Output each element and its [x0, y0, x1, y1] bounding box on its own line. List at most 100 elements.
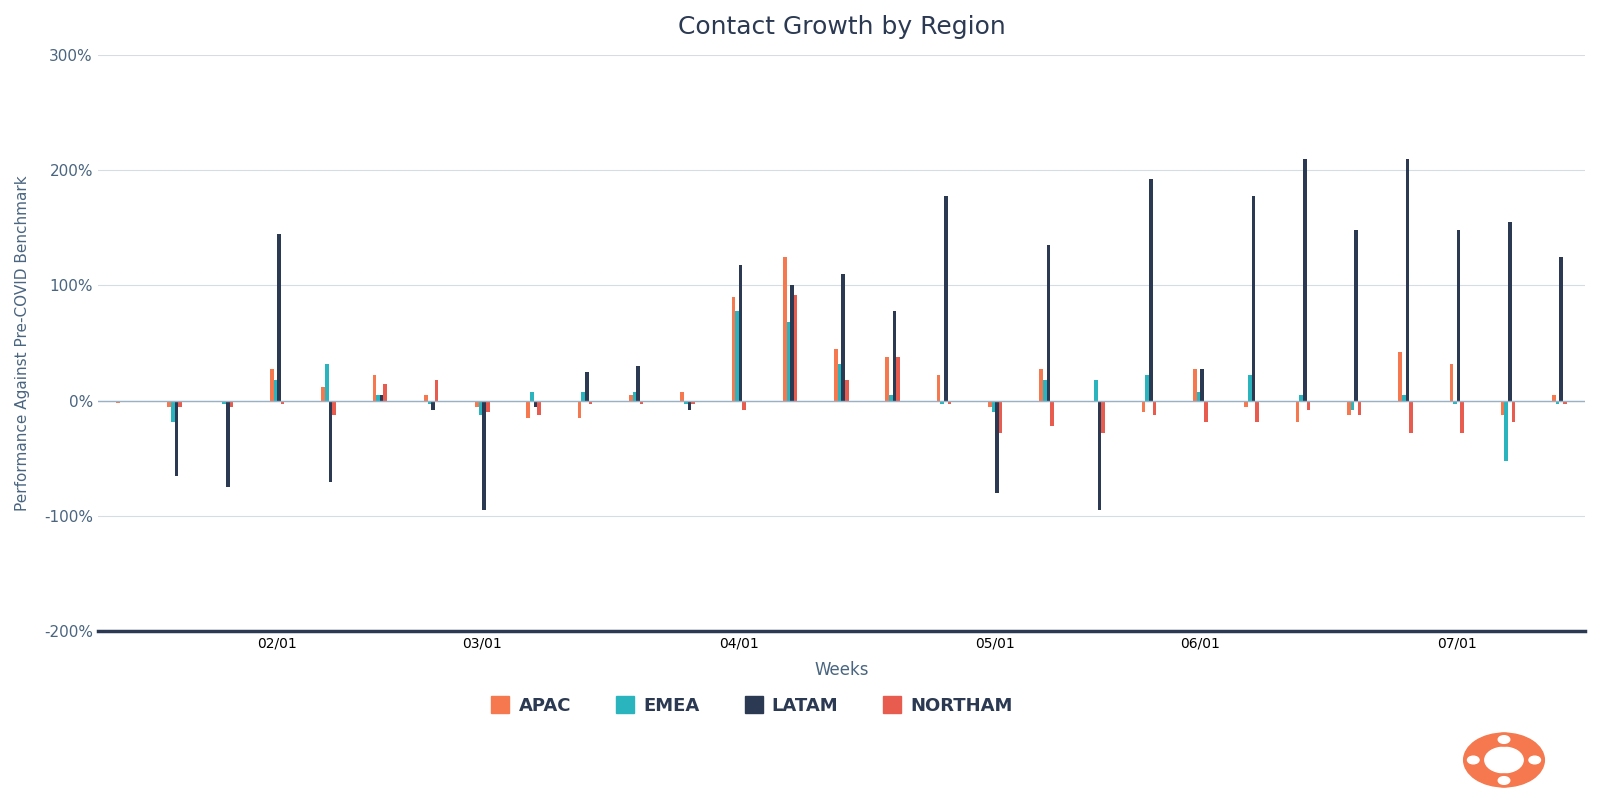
- Circle shape: [1494, 774, 1514, 787]
- Bar: [995, 401, 998, 493]
- Circle shape: [1498, 736, 1510, 743]
- Bar: [896, 357, 899, 401]
- Bar: [1251, 195, 1256, 401]
- Bar: [482, 401, 486, 510]
- Bar: [838, 364, 842, 401]
- Bar: [632, 391, 637, 401]
- Bar: [782, 257, 787, 401]
- Bar: [1509, 222, 1512, 401]
- Bar: [936, 375, 941, 401]
- Bar: [842, 274, 845, 401]
- Bar: [998, 401, 1003, 433]
- Bar: [742, 401, 746, 410]
- Bar: [475, 401, 478, 406]
- Bar: [526, 401, 530, 418]
- Bar: [739, 265, 742, 401]
- Legend: APAC, EMEA, LATAM, NORTHAM: APAC, EMEA, LATAM, NORTHAM: [491, 697, 1013, 714]
- Bar: [376, 395, 379, 401]
- Bar: [834, 349, 838, 401]
- Bar: [270, 369, 274, 401]
- Bar: [1098, 401, 1101, 510]
- Bar: [1456, 230, 1461, 401]
- Bar: [1358, 401, 1362, 414]
- Bar: [534, 401, 538, 406]
- Bar: [424, 395, 427, 401]
- Bar: [947, 401, 950, 404]
- Bar: [1307, 401, 1310, 410]
- Circle shape: [1464, 754, 1483, 766]
- Bar: [478, 401, 482, 414]
- Bar: [1461, 401, 1464, 433]
- Bar: [1040, 369, 1043, 401]
- Circle shape: [1494, 733, 1514, 746]
- Bar: [1560, 257, 1563, 401]
- Bar: [435, 380, 438, 401]
- Bar: [731, 297, 736, 401]
- Bar: [1142, 401, 1146, 412]
- Title: Contact Growth by Region: Contact Growth by Region: [677, 15, 1005, 39]
- Bar: [117, 401, 120, 403]
- Bar: [430, 401, 435, 410]
- Bar: [1555, 401, 1560, 404]
- Bar: [1512, 401, 1515, 422]
- Bar: [890, 395, 893, 401]
- Bar: [1552, 395, 1555, 401]
- Bar: [1405, 158, 1410, 401]
- Bar: [586, 372, 589, 401]
- Circle shape: [1464, 733, 1544, 787]
- Bar: [178, 401, 182, 406]
- Bar: [1046, 245, 1050, 401]
- Bar: [1299, 395, 1302, 401]
- Bar: [174, 401, 178, 476]
- Bar: [893, 311, 896, 401]
- Bar: [736, 311, 739, 401]
- Bar: [1354, 230, 1358, 401]
- Bar: [486, 401, 490, 412]
- Bar: [1094, 380, 1098, 401]
- Bar: [282, 401, 285, 404]
- Bar: [885, 357, 890, 401]
- Bar: [1410, 401, 1413, 433]
- Bar: [538, 401, 541, 414]
- Bar: [229, 401, 234, 406]
- Bar: [222, 401, 226, 404]
- Bar: [325, 364, 328, 401]
- Circle shape: [1498, 777, 1510, 784]
- Bar: [1248, 375, 1251, 401]
- Bar: [1043, 380, 1046, 401]
- Bar: [226, 401, 229, 487]
- Bar: [637, 366, 640, 401]
- Bar: [333, 401, 336, 414]
- Bar: [1203, 401, 1208, 422]
- Bar: [790, 286, 794, 401]
- Bar: [328, 401, 333, 482]
- Circle shape: [1525, 754, 1544, 766]
- Bar: [589, 401, 592, 404]
- Bar: [1245, 401, 1248, 406]
- X-axis label: Weeks: Weeks: [814, 662, 869, 679]
- Bar: [944, 195, 947, 401]
- Bar: [1450, 364, 1453, 401]
- Bar: [1194, 369, 1197, 401]
- Y-axis label: Performance Against Pre-COVID Benchmark: Performance Against Pre-COVID Benchmark: [14, 175, 30, 511]
- Bar: [640, 401, 643, 404]
- Bar: [1347, 401, 1350, 414]
- Bar: [427, 401, 430, 404]
- Bar: [1200, 369, 1203, 401]
- Bar: [992, 401, 995, 412]
- Bar: [578, 401, 581, 418]
- Circle shape: [1485, 747, 1523, 773]
- Bar: [379, 395, 384, 401]
- Bar: [171, 401, 174, 422]
- Bar: [581, 391, 586, 401]
- Bar: [787, 322, 790, 401]
- Bar: [274, 380, 277, 401]
- Bar: [1149, 179, 1152, 401]
- Bar: [1101, 401, 1106, 433]
- Bar: [1256, 401, 1259, 422]
- Bar: [373, 375, 376, 401]
- Bar: [691, 401, 694, 404]
- Bar: [1197, 391, 1200, 401]
- Bar: [1296, 401, 1299, 422]
- Bar: [1453, 401, 1456, 404]
